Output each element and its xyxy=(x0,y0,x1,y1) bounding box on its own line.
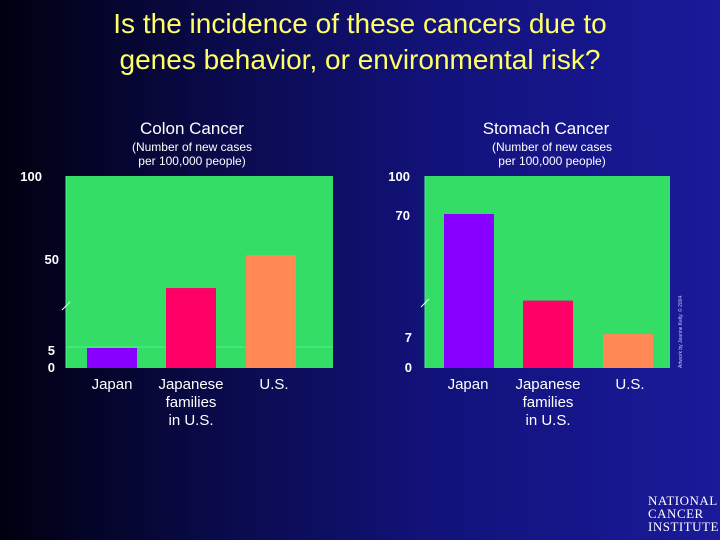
colon-xlabel-japanese: Japanese xyxy=(158,376,223,393)
stomach-ytick-70: 70 xyxy=(396,208,410,223)
page-title-line1: Is the incidence of these cancers due to xyxy=(113,8,607,39)
colon-xlabel-families: families xyxy=(166,394,217,411)
colon-xlabel-us: U.S. xyxy=(259,376,288,393)
stomach-chart-subtitle-line2: per 100,000 people) xyxy=(498,154,605,168)
stomach-bar-us xyxy=(603,334,653,368)
colon-xlabel-in-us: in U.S. xyxy=(168,412,213,429)
colon-chart-subtitle-line1: (Number of new cases xyxy=(132,140,252,154)
stomach-ytick-0: 0 xyxy=(405,360,412,375)
colon-ytick-100: 100 xyxy=(20,169,42,184)
colon-ytick-5: 5 xyxy=(48,343,55,358)
stomach-chart-subtitle-line1: (Number of new cases xyxy=(492,140,612,154)
stomach-xlabel-japan: Japan xyxy=(448,376,489,393)
colon-ytick-50: 50 xyxy=(45,252,59,267)
colon-bar-us xyxy=(246,255,296,368)
stomach-xlabel-in-us: in U.S. xyxy=(525,412,570,429)
colon-chart: Colon Cancer (Number of new cases per 10… xyxy=(20,119,333,429)
colon-xlabel-japan: Japan xyxy=(92,376,133,393)
stomach-ytick-100: 100 xyxy=(388,169,410,184)
colon-bar-japan xyxy=(87,348,137,368)
nci-logo: NATIONAL CANCER INSTITUTE xyxy=(648,494,720,540)
colon-chart-subtitle-line2: per 100,000 people) xyxy=(138,154,245,168)
stomach-chart-title: Stomach Cancer xyxy=(483,119,610,138)
stomach-bar-japan xyxy=(444,214,494,368)
colon-axis-break xyxy=(61,301,71,311)
stomach-xlabel-japanese: Japanese xyxy=(515,376,580,393)
stomach-bar-japanese-families xyxy=(523,300,573,368)
artwork-credit: Artwork by Jeanne Kelly. © 2004. xyxy=(677,294,684,368)
page-title: Is the incidence of these cancers due to… xyxy=(0,6,720,78)
nci-logo-line1: NATIONAL xyxy=(648,493,718,508)
stomach-axis-break xyxy=(420,298,430,308)
nci-logo-line2: CANCER xyxy=(648,506,704,521)
colon-ytick-0: 0 xyxy=(48,360,55,375)
nci-logo-line3: INSTITUTE xyxy=(648,519,719,534)
stomach-chart: Stomach Cancer (Number of new cases per … xyxy=(388,119,670,429)
colon-chart-title: Colon Cancer xyxy=(140,119,244,138)
stomach-ytick-7: 7 xyxy=(405,330,412,345)
page-title-line2: genes behavior, or environmental risk? xyxy=(119,44,601,75)
colon-bar-japanese-families xyxy=(166,288,216,368)
stomach-xlabel-us: U.S. xyxy=(615,376,644,393)
stomach-xlabel-families: families xyxy=(523,394,574,411)
